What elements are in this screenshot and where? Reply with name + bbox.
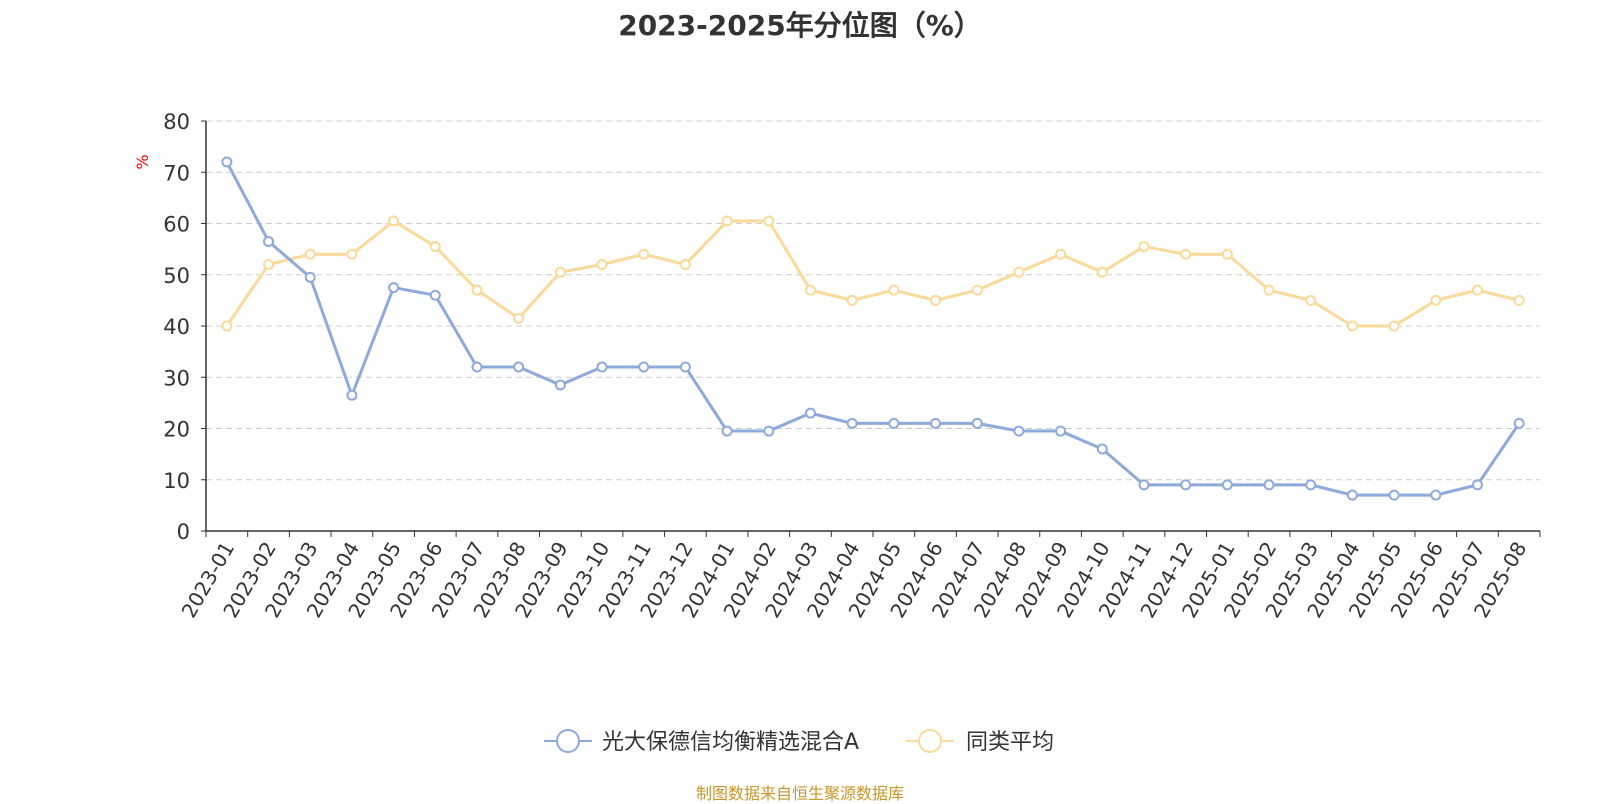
data-point bbox=[971, 284, 983, 296]
y-tick-label: 10 bbox=[163, 469, 190, 493]
data-point bbox=[388, 282, 400, 294]
series-line bbox=[225, 219, 1520, 328]
data-point bbox=[930, 294, 942, 306]
data-point bbox=[263, 259, 275, 270]
data-point bbox=[1138, 241, 1150, 253]
y-tick-label: 60 bbox=[163, 213, 190, 237]
data-point bbox=[346, 248, 358, 260]
data-point bbox=[1388, 489, 1400, 501]
data-point bbox=[763, 215, 775, 227]
data-point bbox=[1263, 479, 1275, 491]
data-point bbox=[1430, 489, 1442, 501]
data-point bbox=[429, 289, 441, 301]
data-point bbox=[1430, 294, 1442, 306]
data-point bbox=[1138, 479, 1150, 491]
data-point bbox=[804, 407, 816, 419]
data-point bbox=[1055, 248, 1067, 260]
data-point bbox=[971, 417, 983, 429]
data-point bbox=[1180, 248, 1192, 260]
data-point bbox=[1346, 489, 1358, 501]
data-point bbox=[638, 248, 650, 260]
data-point bbox=[1513, 417, 1525, 429]
legend[interactable]: 光大保德信均衡精选混合A 同类平均 bbox=[544, 729, 1054, 755]
y-tick-label: 50 bbox=[163, 264, 190, 288]
series-lines bbox=[221, 156, 1525, 501]
data-point bbox=[388, 215, 400, 227]
data-point bbox=[679, 361, 691, 373]
data-point bbox=[888, 417, 900, 429]
y-tick-label: 80 bbox=[163, 110, 190, 134]
data-point bbox=[304, 271, 316, 283]
data-point bbox=[1055, 425, 1067, 437]
data-point bbox=[1180, 479, 1192, 491]
data-point bbox=[1305, 479, 1317, 491]
data-point bbox=[1388, 320, 1400, 332]
data-point bbox=[346, 389, 358, 401]
data-point bbox=[1305, 294, 1317, 306]
legend-item-peer-average[interactable]: 同类平均 bbox=[906, 729, 1054, 755]
y-tick-label: 30 bbox=[163, 366, 190, 390]
legend-label: 同类平均 bbox=[966, 730, 1054, 755]
data-point bbox=[1013, 425, 1025, 437]
data-point bbox=[513, 361, 525, 373]
data-point bbox=[679, 259, 691, 270]
series-fund bbox=[221, 156, 1525, 501]
data-point bbox=[554, 379, 566, 391]
data-point bbox=[1013, 266, 1025, 278]
y-tick-label: 0 bbox=[177, 520, 190, 544]
data-point bbox=[1513, 294, 1525, 306]
data-point bbox=[263, 235, 275, 247]
source-note: 制图数据来自恒生聚源数据库 bbox=[695, 784, 904, 803]
data-point bbox=[1096, 266, 1108, 278]
data-point bbox=[1346, 320, 1358, 332]
series-peer-average bbox=[221, 215, 1525, 332]
data-point bbox=[1221, 248, 1233, 260]
data-point bbox=[513, 312, 525, 324]
data-point bbox=[471, 284, 483, 296]
legend-item-fund[interactable]: 光大保德信均衡精选混合A bbox=[544, 729, 859, 755]
data-point bbox=[930, 417, 942, 429]
data-point bbox=[638, 361, 650, 373]
data-point bbox=[1471, 284, 1483, 296]
data-point bbox=[846, 417, 858, 429]
data-point bbox=[1221, 479, 1233, 491]
data-point bbox=[1263, 284, 1275, 296]
data-point bbox=[1096, 443, 1108, 455]
legend-marker-icon bbox=[556, 729, 580, 753]
data-point bbox=[596, 259, 608, 270]
data-point bbox=[888, 284, 900, 296]
data-point bbox=[721, 425, 733, 437]
data-point bbox=[221, 320, 233, 332]
y-tick-label: 20 bbox=[163, 418, 190, 442]
data-point bbox=[554, 266, 566, 278]
data-point bbox=[471, 361, 483, 373]
grid-lines bbox=[206, 120, 1540, 481]
data-point bbox=[721, 215, 733, 227]
data-point bbox=[304, 248, 316, 260]
data-point bbox=[763, 425, 775, 437]
y-axis-label: % bbox=[133, 154, 152, 169]
data-point bbox=[221, 156, 233, 168]
legend-label: 光大保德信均衡精选混合A bbox=[602, 730, 859, 755]
data-point bbox=[804, 284, 816, 296]
y-tick-label: 70 bbox=[163, 161, 190, 185]
data-point bbox=[596, 361, 608, 373]
data-point bbox=[846, 294, 858, 306]
axes: 01020304050607080%2023-012023-022023-032… bbox=[133, 110, 1541, 622]
chart-title: 2023-2025年分位图（%） bbox=[618, 9, 982, 42]
legend-marker-icon bbox=[918, 729, 942, 753]
series-line bbox=[225, 161, 1521, 497]
data-point bbox=[429, 241, 441, 253]
y-tick-label: 40 bbox=[163, 315, 190, 339]
data-point bbox=[1471, 479, 1483, 491]
